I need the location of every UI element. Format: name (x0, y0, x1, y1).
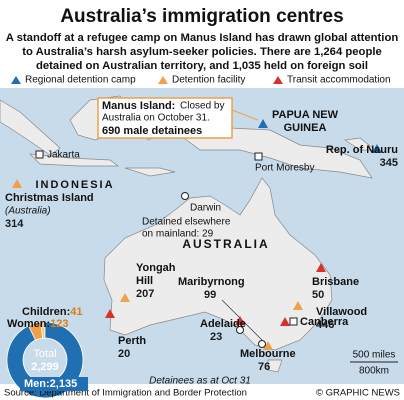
location-name: Christmas Island (5, 192, 94, 204)
credit: © GRAPHIC NEWS (316, 388, 400, 399)
callout-text: Australia on October 31. (102, 113, 210, 124)
location-marker (280, 317, 290, 326)
city-label: Canberra (300, 316, 349, 328)
location-name: Maribyrnong (178, 276, 245, 288)
location-marker (263, 341, 273, 350)
location-marker (258, 119, 268, 128)
location-value: 207 (136, 288, 154, 300)
label-part: Women: (7, 318, 50, 330)
location-marker (120, 293, 130, 302)
location-name: Yongah (136, 262, 176, 274)
pie-center-value: 2,299 (31, 361, 59, 373)
location-marker (316, 263, 326, 272)
label-part: 41 (70, 306, 82, 318)
pie-center-label: Total (33, 348, 56, 360)
country-label: AUSTRALIA (182, 237, 269, 251)
location-name: Villawood (316, 306, 367, 318)
legend-label: Regional detention camp (25, 75, 136, 86)
intro-line: detained on Australian territory, and 1,… (36, 60, 368, 72)
legend-icon (11, 76, 21, 84)
scale-label: 500 miles (353, 350, 396, 361)
city-marker (289, 317, 298, 326)
location-value: 50 (312, 289, 324, 301)
label-part: 2,135 (50, 378, 78, 390)
location-marker (372, 144, 382, 153)
city-marker (258, 340, 266, 348)
location-note: on mainland: 29 (142, 229, 214, 240)
location-name: Adelaide (200, 318, 246, 330)
label-part: Children: (22, 306, 70, 318)
location-value: 20 (118, 348, 130, 360)
legend-label: Detention facility (172, 75, 245, 86)
intro-line: A standoff at a refugee camp on Manus Is… (6, 32, 399, 44)
city-marker (236, 326, 244, 334)
city-marker (35, 150, 44, 159)
location-value: 99 (204, 289, 216, 301)
city-label: Jakarta (47, 150, 80, 161)
legend-icon (158, 76, 168, 84)
location-name: Hill (136, 275, 153, 287)
location-marker (12, 179, 22, 188)
location-marker (235, 316, 245, 325)
location-note: Detained elsewhere (142, 217, 231, 228)
label-background (20, 377, 88, 391)
legend-icon (273, 76, 283, 84)
location-name: Melbourne (240, 348, 296, 360)
intro-line: to Australia’s harsh asylum-seeker polic… (22, 46, 382, 58)
note: Detainees as at Oct 31 (149, 376, 251, 387)
location-value: 76 (258, 361, 270, 373)
city-marker (254, 152, 263, 161)
legend-label: Transit accommodation (287, 75, 391, 86)
callout-text: Closed by (180, 101, 224, 112)
pie-label: Women:123 (7, 318, 69, 330)
location-value: 314 (5, 218, 24, 230)
title: Australia’s immigration centres (60, 6, 343, 27)
label-part: Men: (24, 378, 50, 390)
location-note: (Australia) (5, 206, 51, 217)
city-label: Darwin (190, 203, 221, 214)
callout-box (97, 97, 233, 139)
callout-detainees: 690 male detainees (102, 125, 202, 137)
city-marker (181, 192, 189, 200)
scale-label: 800km (359, 366, 389, 377)
label-part: 123 (50, 318, 68, 330)
location-marker (105, 309, 115, 318)
location-value: 23 (210, 331, 222, 343)
location-value: 345 (380, 157, 398, 169)
city-label: Port Moresby (255, 163, 314, 174)
callout-title: Manus Island: (102, 100, 175, 112)
callout-line (231, 109, 259, 121)
location-marker (293, 301, 303, 310)
location-value: 446 (316, 319, 334, 331)
location-name: Brisbane (312, 276, 359, 288)
source: Source: Department of Immigration and Bo… (4, 388, 247, 399)
country-label: GUINEA (284, 122, 327, 134)
country-label: PAPUA NEW (272, 109, 339, 121)
pie-label: Men:2,135 (24, 378, 77, 390)
pie-label: Children:41 (22, 306, 83, 318)
location-name: Rep. of Nauru (326, 144, 398, 156)
location-name: Perth (118, 335, 146, 347)
country-label: INDONESIA (35, 179, 114, 191)
